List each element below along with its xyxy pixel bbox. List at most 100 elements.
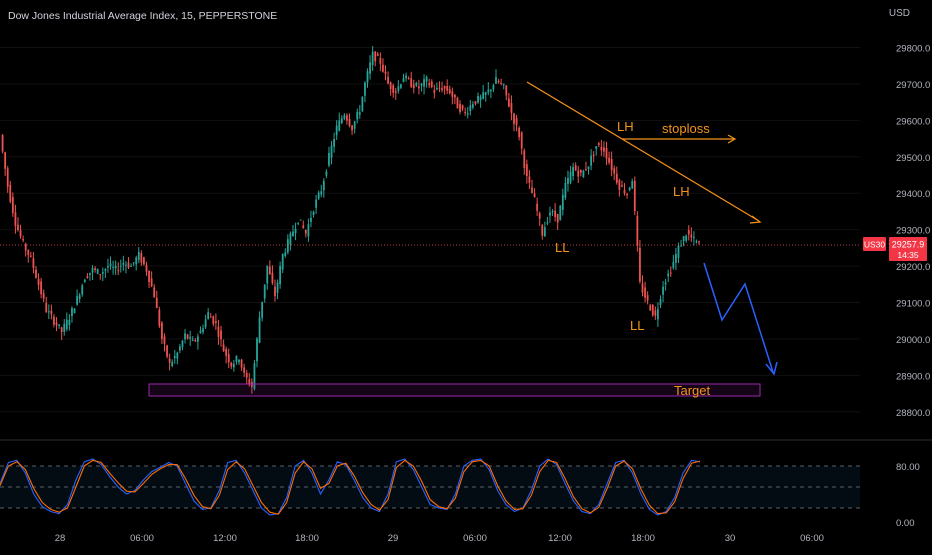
candle-body [443,86,446,89]
candle-body [168,358,171,363]
candle-body [680,245,682,247]
candle-body [392,85,395,93]
candle-body [343,115,346,119]
candle-body [112,266,114,268]
candle-body [495,77,497,84]
price-tick-label: 29200.0 [896,262,930,273]
candle-body [358,112,361,115]
candle-body [209,316,212,318]
candle-body [202,328,204,332]
candle-body [32,258,35,269]
candle-body [484,92,487,95]
candle-body [104,269,107,271]
candle-body [664,282,667,285]
candle-body [423,79,425,87]
price-axis: 29800.0 29700.0 29600.0 29500.0 29400.0 29300… [896,44,930,530]
candle-body [45,302,48,312]
label-lh-2: LH [673,184,690,199]
candle-body [605,147,608,159]
candle-body [564,182,567,198]
candle-body [420,83,423,86]
candle-body [541,225,544,236]
candle-body [4,152,7,169]
candle-body [572,167,575,177]
candle-body [361,96,364,112]
candle-body [644,287,646,298]
candle-body [364,82,366,96]
stochastic-pane [0,458,860,516]
candle-body [279,266,282,285]
candle-body [328,152,330,166]
candle-body [289,233,292,245]
candle-body [561,194,564,210]
stoch-band [0,466,860,508]
candle-body [418,86,420,89]
candle-body [132,262,135,264]
candle-body [507,98,510,107]
candle-body [73,308,76,314]
candle-body [145,264,148,272]
candle-body [487,89,490,93]
time-tick-label: 29 [388,533,399,544]
candle-body [81,285,84,295]
candle-body [608,157,610,163]
candle-body [595,146,598,149]
price-badge: US30 29257.914:35 [863,236,927,261]
candle-body [161,322,163,339]
candle-body [471,104,474,108]
candle-body [181,340,184,348]
candle-body [577,170,580,177]
price-tick-label: 29700.0 [896,80,930,91]
candle-body [585,169,587,171]
candle-body [538,213,541,219]
time-tick-label: 18:00 [295,533,319,544]
candle-body [657,308,659,320]
candle-body [150,278,153,287]
candle-body [687,230,690,235]
price-tick-label: 29500.0 [896,153,930,164]
candle-body [618,179,621,190]
candle-body [191,339,194,341]
candle-body [582,170,585,178]
candle-body [27,250,30,256]
candle-body [623,189,626,194]
drawings: LH LH LL LL stoploss Target [148,81,778,398]
candle-body [690,234,693,238]
candle-body [466,113,469,115]
candles [1,45,700,394]
candle-body [353,121,356,129]
candle-body [14,212,17,226]
candle-body [387,76,389,84]
candle-body [286,239,289,253]
candle-body [65,319,68,330]
candle-body [268,266,271,275]
stoch-tick-label: 80.00 [896,462,920,473]
stoch-line-k [0,458,701,516]
candle-body [389,82,392,90]
candle-body [554,210,557,217]
candle-body [433,89,436,93]
candle-body [312,211,315,215]
candle-body [523,150,526,168]
time-tick-label: 18:00 [631,533,655,544]
candle-body [543,227,546,237]
candle-body [68,319,71,326]
candle-body [505,85,508,96]
candle-body [675,254,677,263]
candle-body [520,132,523,149]
candle-body [58,324,61,326]
time-tick-label: 12:00 [548,533,572,544]
candle-body [469,105,472,112]
candle-body [235,356,238,362]
stoch-tick-label: 0.00 [896,518,915,529]
candle-body [394,91,397,93]
candle-body [448,89,451,94]
candle-body [528,176,531,183]
candle-body [184,333,186,340]
candle-body [405,75,407,79]
candle-body [222,344,225,352]
candle-body [101,271,104,274]
candle-body [204,319,207,328]
